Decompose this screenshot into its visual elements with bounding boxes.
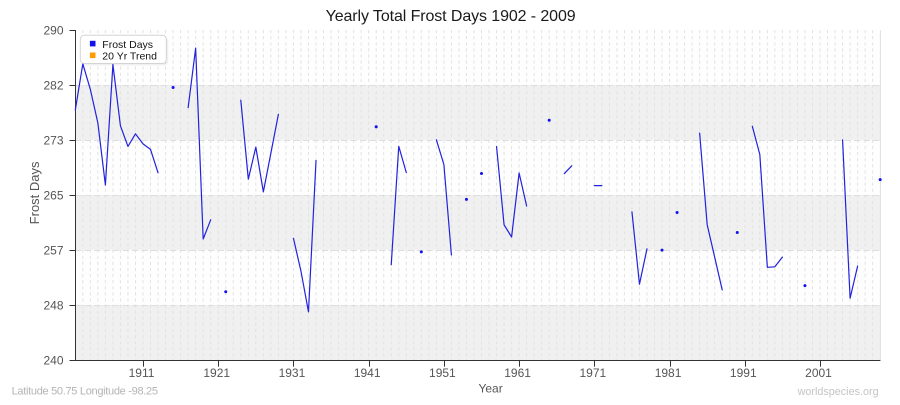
svg-text:Latitude 50.75 Longitude -98.2: Latitude 50.75 Longitude -98.25 bbox=[12, 386, 158, 398]
svg-text:1971: 1971 bbox=[579, 366, 606, 380]
svg-text:240: 240 bbox=[43, 353, 63, 367]
svg-text:1931: 1931 bbox=[279, 366, 306, 380]
svg-text:265: 265 bbox=[43, 188, 63, 202]
svg-text:257: 257 bbox=[43, 243, 63, 257]
svg-text:1951: 1951 bbox=[429, 366, 456, 380]
svg-text:Yearly Total Frost Days 1902 -: Yearly Total Frost Days 1902 - 2009 bbox=[326, 8, 576, 25]
svg-text:248: 248 bbox=[43, 298, 63, 312]
svg-text:Frost Days: Frost Days bbox=[27, 161, 42, 224]
svg-text:20 Yr Trend: 20 Yr Trend bbox=[102, 51, 157, 63]
svg-text:282: 282 bbox=[43, 78, 63, 92]
svg-text:1981: 1981 bbox=[655, 366, 682, 380]
svg-text:290: 290 bbox=[43, 23, 63, 37]
svg-text:Frost Days: Frost Days bbox=[102, 39, 153, 51]
svg-text:2001: 2001 bbox=[805, 366, 832, 380]
svg-text:1991: 1991 bbox=[730, 366, 757, 380]
svg-text:273: 273 bbox=[43, 133, 63, 147]
svg-text:1911: 1911 bbox=[129, 366, 155, 380]
svg-text:1941: 1941 bbox=[354, 366, 381, 380]
svg-text:1921: 1921 bbox=[203, 366, 230, 380]
svg-text:worldspecies.org: worldspecies.org bbox=[797, 386, 879, 398]
svg-text:Year: Year bbox=[478, 381, 502, 395]
svg-text:1961: 1961 bbox=[504, 366, 531, 380]
